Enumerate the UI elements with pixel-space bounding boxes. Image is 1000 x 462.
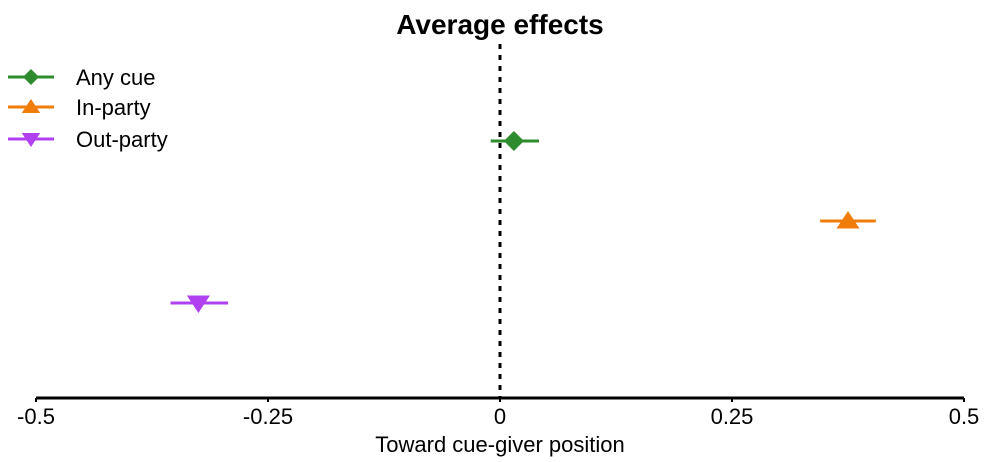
x-tick-label: 0.5 [949, 404, 980, 429]
out-party-point [186, 295, 210, 313]
legend-marker-any-cue [23, 69, 39, 85]
chart-title: Average effects [396, 9, 604, 40]
legend-label-out-party: Out-party [76, 127, 168, 152]
x-tick-label: -0.5 [17, 404, 55, 429]
legend: Any cue In-party Out-party [8, 65, 168, 152]
x-tick-label: 0 [494, 404, 506, 429]
plot-area [170, 131, 876, 313]
legend-marker-out-party [21, 133, 41, 147]
x-axis-label: Toward cue-giver position [375, 432, 624, 457]
legend-label-any-cue: Any cue [76, 65, 156, 90]
legend-label-in-party: In-party [76, 95, 151, 120]
in-party-point [836, 211, 860, 229]
x-axis-ticks: -0.5 -0.25 0 0.25 0.5 [17, 398, 979, 429]
x-tick-label: -0.25 [243, 404, 293, 429]
x-tick-label: 0.25 [711, 404, 754, 429]
legend-marker-in-party [21, 99, 41, 113]
any-cue-point [503, 131, 524, 151]
